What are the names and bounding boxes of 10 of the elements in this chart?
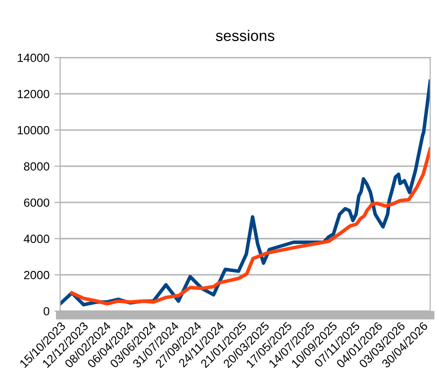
y-tick-label: 8000 [24,162,50,171]
y-tick-label: 10000 [18,126,50,134]
line-series [70,147,430,306]
y-tick-label: 0 [44,307,50,316]
y-tick-label: 12000 [18,90,50,98]
y-tick-label: 6000 [24,198,50,207]
y-tick-label: 14000 [18,54,50,62]
chart-title: sessions [216,30,274,42]
y-tick-label: 2000 [24,270,50,280]
y-tick-label: 4000 [24,234,50,244]
